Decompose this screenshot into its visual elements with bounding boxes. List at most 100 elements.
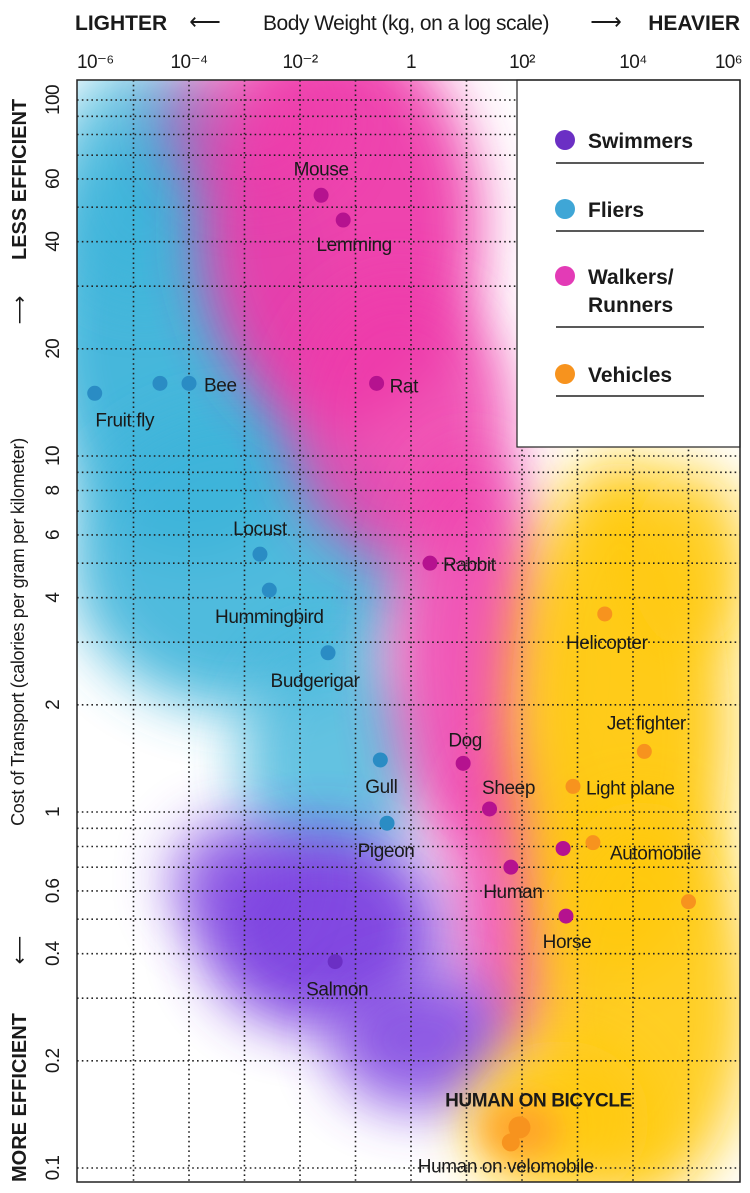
point-rat <box>369 375 385 391</box>
legend-box <box>516 79 741 448</box>
point-horse <box>558 908 574 924</box>
label-hummingbird: Hummingbird <box>215 607 324 628</box>
legend-label: Runners <box>588 294 673 317</box>
arrow-up-icon: ⟶ <box>9 296 31 325</box>
data-labels: Mouse Lemming Rat Fruit fly Bee Locust Humming… <box>95 159 701 1177</box>
label-mouse: Mouse <box>294 159 349 180</box>
point-unlabeled-22 <box>681 894 696 910</box>
label-locust: Locust <box>233 519 288 540</box>
label-human-on-bicycle: HUMAN ON BICYCLE <box>445 1090 632 1111</box>
legend-item-vehicles: Vehicles <box>555 364 704 397</box>
label-light-plane: Light plane <box>586 778 675 799</box>
legend-swatch <box>555 364 575 384</box>
point-dog <box>455 755 471 771</box>
x-axis-title: LIGHTER ⟵ Body Weight (kg, on a log scal… <box>75 9 740 35</box>
point-locust <box>252 546 268 562</box>
legend-label: Swimmers <box>588 130 693 153</box>
point-jet-fighter <box>636 743 652 759</box>
label-human: Human <box>483 882 542 903</box>
point-human <box>503 859 519 875</box>
legend-item-swimmers: Swimmers <box>555 130 704 164</box>
x-tick-label: 10⁶ <box>715 52 742 73</box>
legend-swatch <box>555 199 575 219</box>
label-salmon: Salmon <box>306 980 368 1001</box>
x-axis-label: Body Weight (kg, on a log scale) <box>263 12 549 35</box>
grid <box>77 80 740 1182</box>
label-rabbit: Rabbit <box>443 555 497 576</box>
point-automobile <box>585 835 601 851</box>
label-sheep: Sheep <box>482 778 535 799</box>
point-hummingbird <box>261 582 277 598</box>
point-lemming <box>335 212 351 228</box>
point-helicopter <box>597 606 613 622</box>
legend-swatch <box>555 130 575 150</box>
y-tick-label: 40 <box>43 232 64 252</box>
x-tick-label: 10² <box>509 52 535 73</box>
point-unlabeled-4 <box>152 375 168 391</box>
y-tick-label: 10 <box>43 446 64 466</box>
y-tick-label: 20 <box>43 339 64 359</box>
y-tick-label: 6 <box>43 530 64 540</box>
x-tick-label: 10⁴ <box>619 52 647 73</box>
point-fruit-fly <box>87 385 103 401</box>
label-jet-fighter: Jet fighter <box>607 713 687 734</box>
label-rat: Rat <box>390 376 419 397</box>
label-bee: Bee <box>204 375 237 396</box>
y-tick-label: 60 <box>43 169 64 189</box>
legend-swatch <box>555 266 575 286</box>
y-tick-label: 8 <box>43 485 64 495</box>
point-pigeon <box>379 815 395 831</box>
y-tick-label: 0.2 <box>43 1049 64 1074</box>
data-points <box>87 187 696 1152</box>
y-tick-labels: 100 60 40 20 10 8 6 4 2 1 0.6 0.4 0.2 0.1 <box>43 85 64 1180</box>
legend-item-fliers: Fliers <box>555 199 704 232</box>
point-human-on-velomobile <box>501 1133 520 1152</box>
label-fruit-fly: Fruit fly <box>95 410 155 431</box>
y-tick-label: 0.4 <box>43 940 64 966</box>
density-cloud <box>630 470 740 650</box>
x-axis-lighter: LIGHTER <box>75 12 167 35</box>
x-tick-label: 1 <box>406 52 416 73</box>
point-light-plane <box>565 778 581 794</box>
y-axis-title: Cost of Transport (calories per gram per… <box>8 99 31 1182</box>
density-cloud <box>330 970 510 1110</box>
label-automobile: Automobile <box>610 844 701 865</box>
x-tick-labels: 10⁻⁶ 10⁻⁴ 10⁻² 1 10² 10⁴ 10⁶ <box>77 52 743 73</box>
y-tick-label: 1 <box>43 807 64 817</box>
legend-item-walkers: Walkers/Runners <box>555 266 704 328</box>
legend-label: Fliers <box>588 199 644 222</box>
legend-label: Vehicles <box>588 364 672 387</box>
x-tick-label: 10⁻⁶ <box>77 52 114 73</box>
x-axis-heavier: HEAVIER <box>648 12 740 35</box>
label-dog: Dog <box>448 730 482 751</box>
y-tick-label: 0.6 <box>43 879 64 904</box>
label-helicopter: Helicopter <box>566 633 649 654</box>
point-human-on-bicycle <box>508 1116 531 1139</box>
point-gull <box>372 752 388 768</box>
plot-frame <box>76 79 741 1183</box>
point-mouse <box>313 187 329 203</box>
y-tick-label: 2 <box>43 700 64 710</box>
label-human-on-velomobile: Human on velomobile <box>418 1156 594 1177</box>
legend-label: Walkers/ <box>588 266 674 289</box>
y-tick-label: 0.1 <box>43 1156 64 1181</box>
label-budgerigar: Budgerigar <box>271 671 361 692</box>
label-horse: Horse <box>543 932 592 953</box>
density-cloud <box>160 80 340 200</box>
label-lemming: Lemming <box>317 235 392 256</box>
y-axis-more-efficient: MORE EFFICIENT <box>9 1013 31 1182</box>
point-sheep <box>482 801 498 817</box>
density-cloud <box>240 640 420 880</box>
x-tick-label: 10⁻² <box>282 52 317 73</box>
y-tick-label: 100 <box>43 85 64 115</box>
x-tick-label: 10⁻⁴ <box>171 52 208 73</box>
arrow-left-icon: ⟵ <box>189 9 221 34</box>
arrow-right-icon: ⟶ <box>590 9 622 34</box>
label-pigeon: Pigeon <box>358 841 415 862</box>
point-budgerigar <box>320 645 336 661</box>
point-unlabeled-15 <box>555 840 571 856</box>
density-cloud <box>170 820 290 940</box>
y-tick-label: 4 <box>43 592 64 603</box>
y-axis-label: Cost of Transport (calories per gram per… <box>8 438 28 826</box>
